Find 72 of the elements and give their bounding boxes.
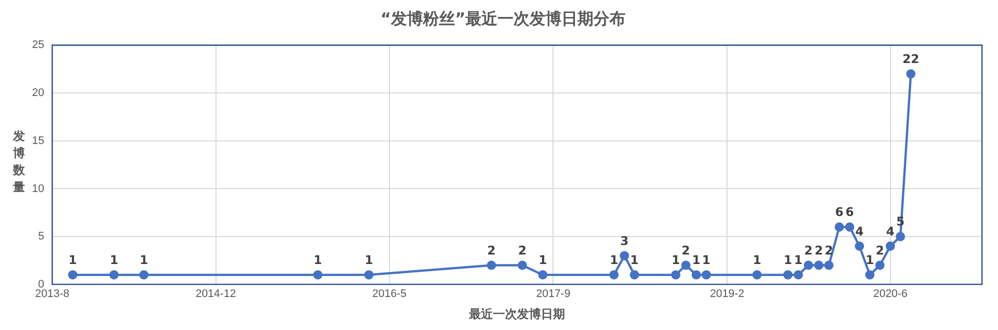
- data-label: 1: [866, 252, 874, 267]
- point: [313, 270, 322, 280]
- point: [886, 242, 895, 251]
- data-label: 2: [876, 243, 884, 258]
- x-tick-label: 2014-12: [196, 288, 236, 300]
- point: [906, 69, 916, 79]
- point: [804, 260, 814, 270]
- point: [814, 260, 824, 270]
- data-label: 1: [364, 252, 374, 267]
- data-label: 1: [610, 252, 618, 267]
- point: [364, 270, 374, 280]
- data-label: 2: [814, 243, 823, 258]
- data-label: 1: [140, 252, 148, 267]
- point: [854, 242, 864, 251]
- point: [620, 251, 630, 260]
- point: [692, 270, 701, 280]
- y-tick-label: 0: [38, 278, 44, 290]
- point: [109, 270, 119, 280]
- y-axis-title: 发博数量: [13, 128, 26, 196]
- point: [68, 270, 78, 280]
- data-label: 6: [835, 205, 844, 220]
- y-tick-label: 20: [32, 87, 44, 100]
- point: [609, 270, 619, 280]
- data-label: 22: [902, 52, 920, 66]
- point: [752, 270, 762, 280]
- point: [538, 270, 548, 280]
- y-tick-label: 15: [32, 134, 44, 147]
- point: [834, 222, 844, 232]
- data-label: 1: [784, 252, 792, 267]
- data-label: 1: [68, 252, 77, 267]
- data-label: 2: [518, 243, 526, 258]
- data-label: 3: [620, 234, 629, 248]
- data-label: 2: [804, 243, 813, 258]
- y-tick-label: 5: [38, 230, 44, 243]
- data-label: 2: [824, 243, 834, 258]
- data-label: 2: [682, 243, 690, 258]
- point: [671, 270, 680, 280]
- chart-title: “发博粉丝”最近一次发博日期分布: [380, 8, 626, 28]
- y-tick-label: 10: [32, 182, 44, 195]
- data-label: 1: [702, 252, 711, 267]
- data-label: 1: [538, 252, 547, 267]
- data-label: 1: [314, 252, 322, 267]
- x-axis-title: 最近一次发博日期: [468, 307, 566, 322]
- point: [875, 260, 885, 270]
- x-tick-label: 2016-5: [372, 288, 406, 300]
- data-label: 4: [855, 224, 864, 238]
- data-label: 1: [692, 252, 700, 267]
- data-label: 1: [110, 252, 118, 267]
- point: [845, 222, 854, 232]
- data-label: 6: [846, 205, 854, 220]
- point: [681, 260, 690, 270]
- data-label: 1: [794, 252, 803, 267]
- y-tick-label: 25: [32, 39, 44, 52]
- point: [139, 270, 149, 280]
- point: [865, 270, 874, 280]
- data-label: 2: [487, 243, 496, 258]
- x-tick-label: 2020-6: [873, 288, 908, 300]
- point: [783, 270, 793, 280]
- point: [794, 270, 803, 280]
- data-label: 4: [886, 224, 895, 238]
- point: [702, 270, 711, 280]
- x-tick-label: 2013-8: [35, 288, 70, 300]
- point: [630, 270, 640, 280]
- point: [518, 260, 527, 270]
- point: [486, 260, 496, 270]
- data-label: 1: [630, 252, 639, 267]
- data-label: 1: [752, 252, 762, 267]
- point: [896, 232, 906, 242]
- x-tick-label: 2019-2: [710, 288, 744, 300]
- data-label: 1: [672, 252, 680, 267]
- x-tick-label: 2017-9: [536, 288, 570, 300]
- point: [824, 260, 834, 270]
